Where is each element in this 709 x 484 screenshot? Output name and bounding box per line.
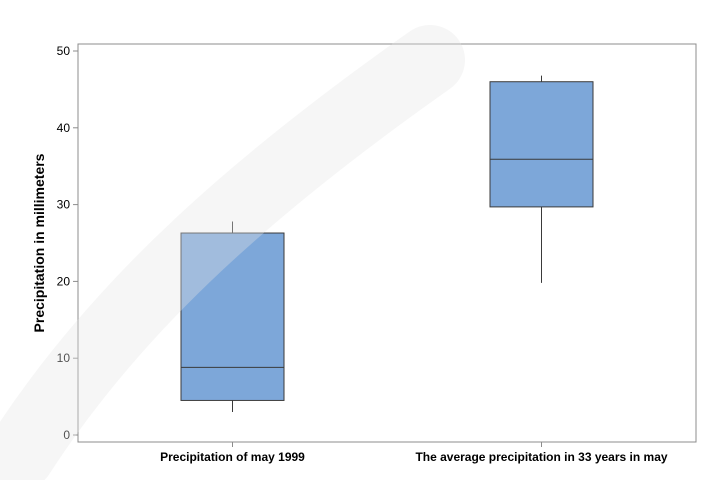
plot-area	[77, 43, 697, 443]
y-axis-label: Precipitation in millimeters	[31, 153, 47, 332]
y-tick-label: 20	[57, 274, 71, 288]
y-tick-label: 10	[57, 351, 71, 365]
y-tick-label: 40	[57, 121, 71, 135]
x-tick-label: Precipitation of may 1999	[160, 450, 305, 464]
box-iqr	[489, 81, 594, 208]
box-group	[180, 221, 285, 412]
box-layer	[180, 75, 594, 412]
box-iqr	[180, 232, 285, 401]
y-tick-label: 30	[57, 198, 71, 212]
box-group	[489, 75, 594, 283]
axis-layer: 0 10 20 30 40 50 Precipitation of may 1999 The …	[57, 44, 668, 464]
y-tick-label: 0	[63, 428, 70, 442]
x-tick-label: The average precipitation in 33 years in…	[415, 450, 667, 464]
y-tick-label: 50	[57, 44, 71, 58]
